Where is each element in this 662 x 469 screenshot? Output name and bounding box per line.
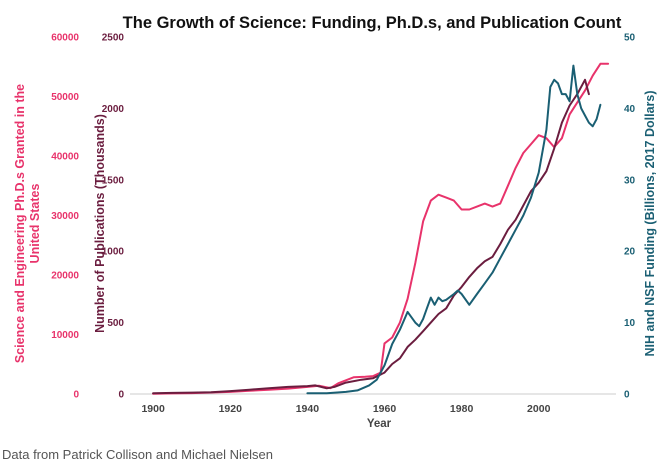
series-line-left_inner [152,78,590,395]
chart-title: The Growth of Science: Funding, Ph.D.s, … [123,14,622,32]
source-note: Data from Patrick Collison and Michael N… [2,447,273,462]
x-tick-label: 1980 [450,403,474,415]
x-axis-label: Year [367,418,392,430]
y-axis-label-left_outer: Science and Engineering Ph.D.s Granted i… [13,84,42,363]
y-tick-label-left_outer: 40000 [51,152,79,163]
y-tick-label-left_outer: 50000 [51,92,79,103]
y-tick-label-left_outer: 30000 [51,211,79,222]
x-tick-label: 1920 [219,403,243,415]
x-tick-label: 1900 [141,403,165,415]
y-axis-label-line: Number of Publications (Thousands) [93,114,107,333]
y-tick-label-left_inner: 1500 [102,175,125,186]
y-axis-label-left_inner: Number of Publications (Thousands) [93,114,107,333]
y-tick-label-left_outer: 0 [73,390,79,401]
y-tick-label-left_inner: 500 [107,318,124,329]
x-tick-label: 2000 [527,403,551,415]
series-layer [152,62,610,395]
y-tick-label-left_outer: 10000 [51,330,79,341]
chart-svg: The Growth of Science: Funding, Ph.D.s, … [13,14,657,431]
y-tick-label-left_outer: 60000 [51,33,79,44]
axes-layer: 1900 1920 1940 1960 1980 2000Year010000200003… [13,33,657,431]
x-tick-label: 1940 [296,403,320,415]
y-axis-label-line: NIH and NSF Funding (Billions, 2017 Doll… [643,91,657,357]
y-axis-label-line: United States [28,184,42,264]
y-tick-label-right: 20 [624,247,636,258]
y-axis-label-line: Science and Engineering Ph.D.s Granted i… [13,84,27,363]
y-tick-label-left_inner: 0 [118,390,124,401]
y-axis-label-right: NIH and NSF Funding (Billions, 2017 Doll… [643,91,657,357]
y-tick-label-left_inner: 1000 [102,247,125,258]
y-tick-label-right: 30 [624,175,636,186]
x-tick-label: 1960 [373,403,397,415]
series-line-left_outer [152,62,610,395]
y-tick-label-left_inner: 2500 [102,33,125,44]
y-tick-label-right: 50 [624,33,636,44]
y-tick-label-right: 10 [624,318,636,329]
chart: The Growth of Science: Funding, Ph.D.s, … [13,14,657,431]
y-tick-label-left_outer: 20000 [51,271,79,282]
y-tick-label-left_inner: 2000 [102,104,125,115]
y-tick-label-right: 0 [624,390,630,401]
y-tick-label-right: 40 [624,104,636,115]
series-line-right [306,64,602,395]
